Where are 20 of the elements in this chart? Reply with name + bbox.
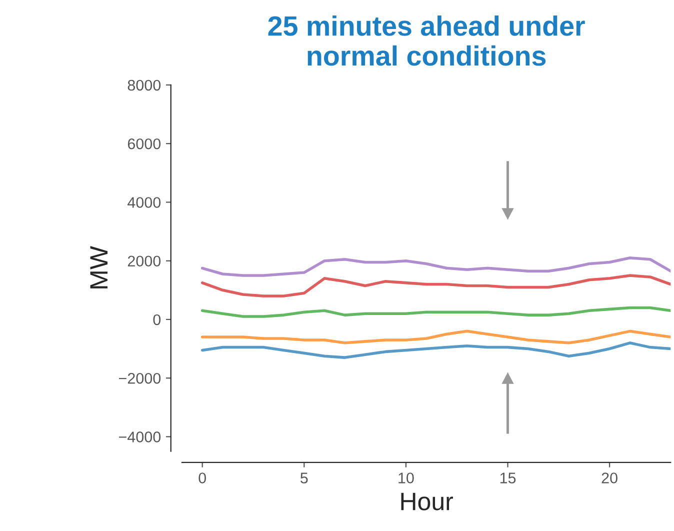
y-axis-title: MW	[90, 246, 108, 288]
chart-title: 25 minutes ahead under normal conditions	[268, 15, 585, 66]
y-tick-label: 6000	[128, 138, 161, 150]
line-series	[200, 330, 671, 344]
y-tick-label: −2000	[118, 372, 161, 384]
y-tick-label: 4000	[128, 197, 161, 208]
x-tick-label: 15	[500, 472, 516, 484]
y-tick-label: 2000	[128, 256, 161, 267]
y-tick-label: 0	[153, 314, 161, 326]
line-series	[200, 274, 671, 298]
y-tick-label: −4000	[118, 432, 161, 442]
x-axis-title: Hour	[401, 492, 453, 510]
x-tick-label: 5	[300, 472, 308, 484]
x-tick-label: 0	[198, 472, 206, 484]
line-series	[200, 306, 671, 318]
x-tick-label: 10	[398, 472, 414, 484]
line-series	[200, 342, 671, 359]
line-series	[200, 256, 671, 277]
x-tick-label: 20	[602, 472, 618, 484]
y-tick-label: 8000	[128, 80, 161, 91]
